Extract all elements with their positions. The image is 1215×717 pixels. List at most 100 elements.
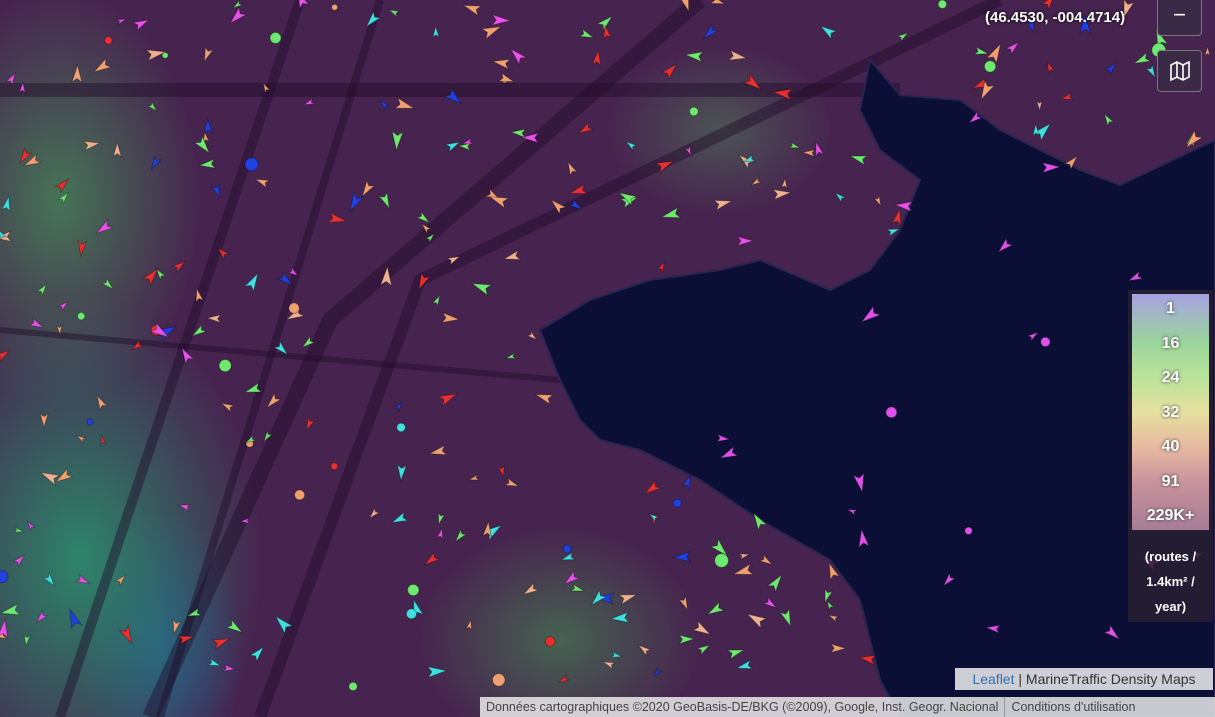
ship-marker[interactable] <box>201 45 215 63</box>
ship-marker[interactable] <box>569 582 586 594</box>
ship-marker[interactable] <box>503 477 521 489</box>
ship-marker[interactable] <box>1040 0 1058 11</box>
ship-marker[interactable] <box>436 389 459 408</box>
ship-marker[interactable] <box>695 642 712 656</box>
ship-marker[interactable] <box>53 176 71 194</box>
ship-marker[interactable] <box>225 618 245 636</box>
ship-marker[interactable] <box>1032 122 1041 137</box>
ship-marker[interactable] <box>689 106 699 117</box>
ship-marker[interactable] <box>857 527 870 549</box>
ship-marker[interactable] <box>13 526 26 534</box>
ship-marker[interactable] <box>427 444 448 459</box>
ship-marker[interactable] <box>86 418 94 426</box>
ship-marker[interactable] <box>559 551 577 564</box>
ship-marker[interactable] <box>391 130 404 152</box>
ship-marker[interactable] <box>846 507 859 517</box>
ship-marker[interactable] <box>0 602 22 618</box>
ship-marker[interactable] <box>714 553 729 568</box>
ship-marker[interactable] <box>0 194 13 213</box>
ship-marker[interactable] <box>326 211 348 227</box>
ship-marker[interactable] <box>557 673 571 685</box>
ship-marker[interactable] <box>426 665 449 679</box>
ship-marker[interactable] <box>215 246 231 261</box>
ship-marker[interactable] <box>677 595 691 612</box>
ship-marker[interactable] <box>491 57 512 70</box>
ship-marker[interactable] <box>1025 18 1037 34</box>
ship-marker[interactable] <box>377 191 393 210</box>
ship-marker[interactable] <box>262 429 274 443</box>
ship-marker[interactable] <box>272 340 290 358</box>
ship-marker[interactable] <box>148 154 163 171</box>
ship-marker[interactable] <box>0 228 8 242</box>
ship-marker[interactable] <box>885 406 898 419</box>
ship-marker[interactable] <box>1004 40 1021 56</box>
ship-marker[interactable] <box>745 609 768 630</box>
ship-marker[interactable] <box>519 132 540 144</box>
ship-marker[interactable] <box>94 218 115 237</box>
ship-marker[interactable] <box>609 611 631 624</box>
ship-marker[interactable] <box>829 643 848 654</box>
ship-marker[interactable] <box>436 511 446 526</box>
ship-marker[interactable] <box>825 599 835 612</box>
ship-marker[interactable] <box>727 49 748 62</box>
ship-marker[interactable] <box>300 335 316 350</box>
ship-marker[interactable] <box>146 100 159 113</box>
ship-marker[interactable] <box>896 31 910 43</box>
ship-marker[interactable] <box>467 473 481 482</box>
ship-marker[interactable] <box>610 650 624 659</box>
ship-marker[interactable] <box>771 188 793 201</box>
ship-marker[interactable] <box>244 157 259 172</box>
ship-marker[interactable] <box>269 31 282 44</box>
ship-marker[interactable] <box>718 445 739 462</box>
ship-marker[interactable] <box>367 506 381 520</box>
ship-marker[interactable] <box>1026 330 1040 343</box>
ship-marker[interactable] <box>735 659 754 672</box>
ship-marker[interactable] <box>1144 63 1158 79</box>
ship-marker[interactable] <box>588 588 608 608</box>
ship-marker[interactable] <box>652 666 663 678</box>
ship-marker[interactable] <box>243 271 262 293</box>
ship-marker[interactable] <box>691 619 713 638</box>
ship-marker[interactable] <box>171 259 188 274</box>
ship-marker[interactable] <box>834 191 847 204</box>
ship-marker[interactable] <box>885 226 902 238</box>
ship-marker[interactable] <box>509 128 527 139</box>
ship-marker[interactable] <box>596 13 616 32</box>
ship-marker[interactable] <box>405 608 418 620</box>
ship-marker[interactable] <box>984 624 1002 634</box>
ship-marker[interactable] <box>484 187 502 203</box>
ship-marker[interactable] <box>726 646 746 660</box>
ship-marker[interactable] <box>709 0 726 7</box>
ship-marker[interactable] <box>387 7 401 18</box>
ship-marker[interactable] <box>1127 270 1144 285</box>
ship-marker[interactable] <box>82 139 102 152</box>
ship-marker[interactable] <box>567 197 584 212</box>
ship-marker[interactable] <box>422 550 441 568</box>
ship-marker[interactable] <box>141 266 161 287</box>
ship-marker[interactable] <box>288 302 300 314</box>
ship-marker[interactable] <box>964 526 973 536</box>
ship-marker[interactable] <box>491 673 506 687</box>
ship-marker[interactable] <box>261 81 272 94</box>
ship-marker[interactable] <box>91 57 113 76</box>
ship-marker[interactable] <box>231 0 244 10</box>
ship-marker[interactable] <box>210 182 224 199</box>
ship-marker[interactable] <box>750 511 768 532</box>
ship-marker[interactable] <box>678 0 694 13</box>
ship-marker[interactable] <box>1103 61 1118 76</box>
ship-marker[interactable] <box>497 464 506 479</box>
ship-marker[interactable] <box>497 71 516 86</box>
ship-marker[interactable] <box>465 618 473 632</box>
ship-marker[interactable] <box>75 434 88 444</box>
ship-marker[interactable] <box>435 526 445 541</box>
ship-marker[interactable] <box>565 160 579 177</box>
ship-marker[interactable] <box>42 571 57 588</box>
ship-marker[interactable] <box>568 183 589 198</box>
ship-marker[interactable] <box>593 592 615 605</box>
ship-marker[interactable] <box>562 569 581 587</box>
ship-marker[interactable] <box>818 23 838 41</box>
ship-marker[interactable] <box>420 222 433 235</box>
ship-marker[interactable] <box>1119 0 1136 20</box>
ship-marker[interactable] <box>77 239 88 258</box>
ship-marker[interactable] <box>161 51 169 59</box>
